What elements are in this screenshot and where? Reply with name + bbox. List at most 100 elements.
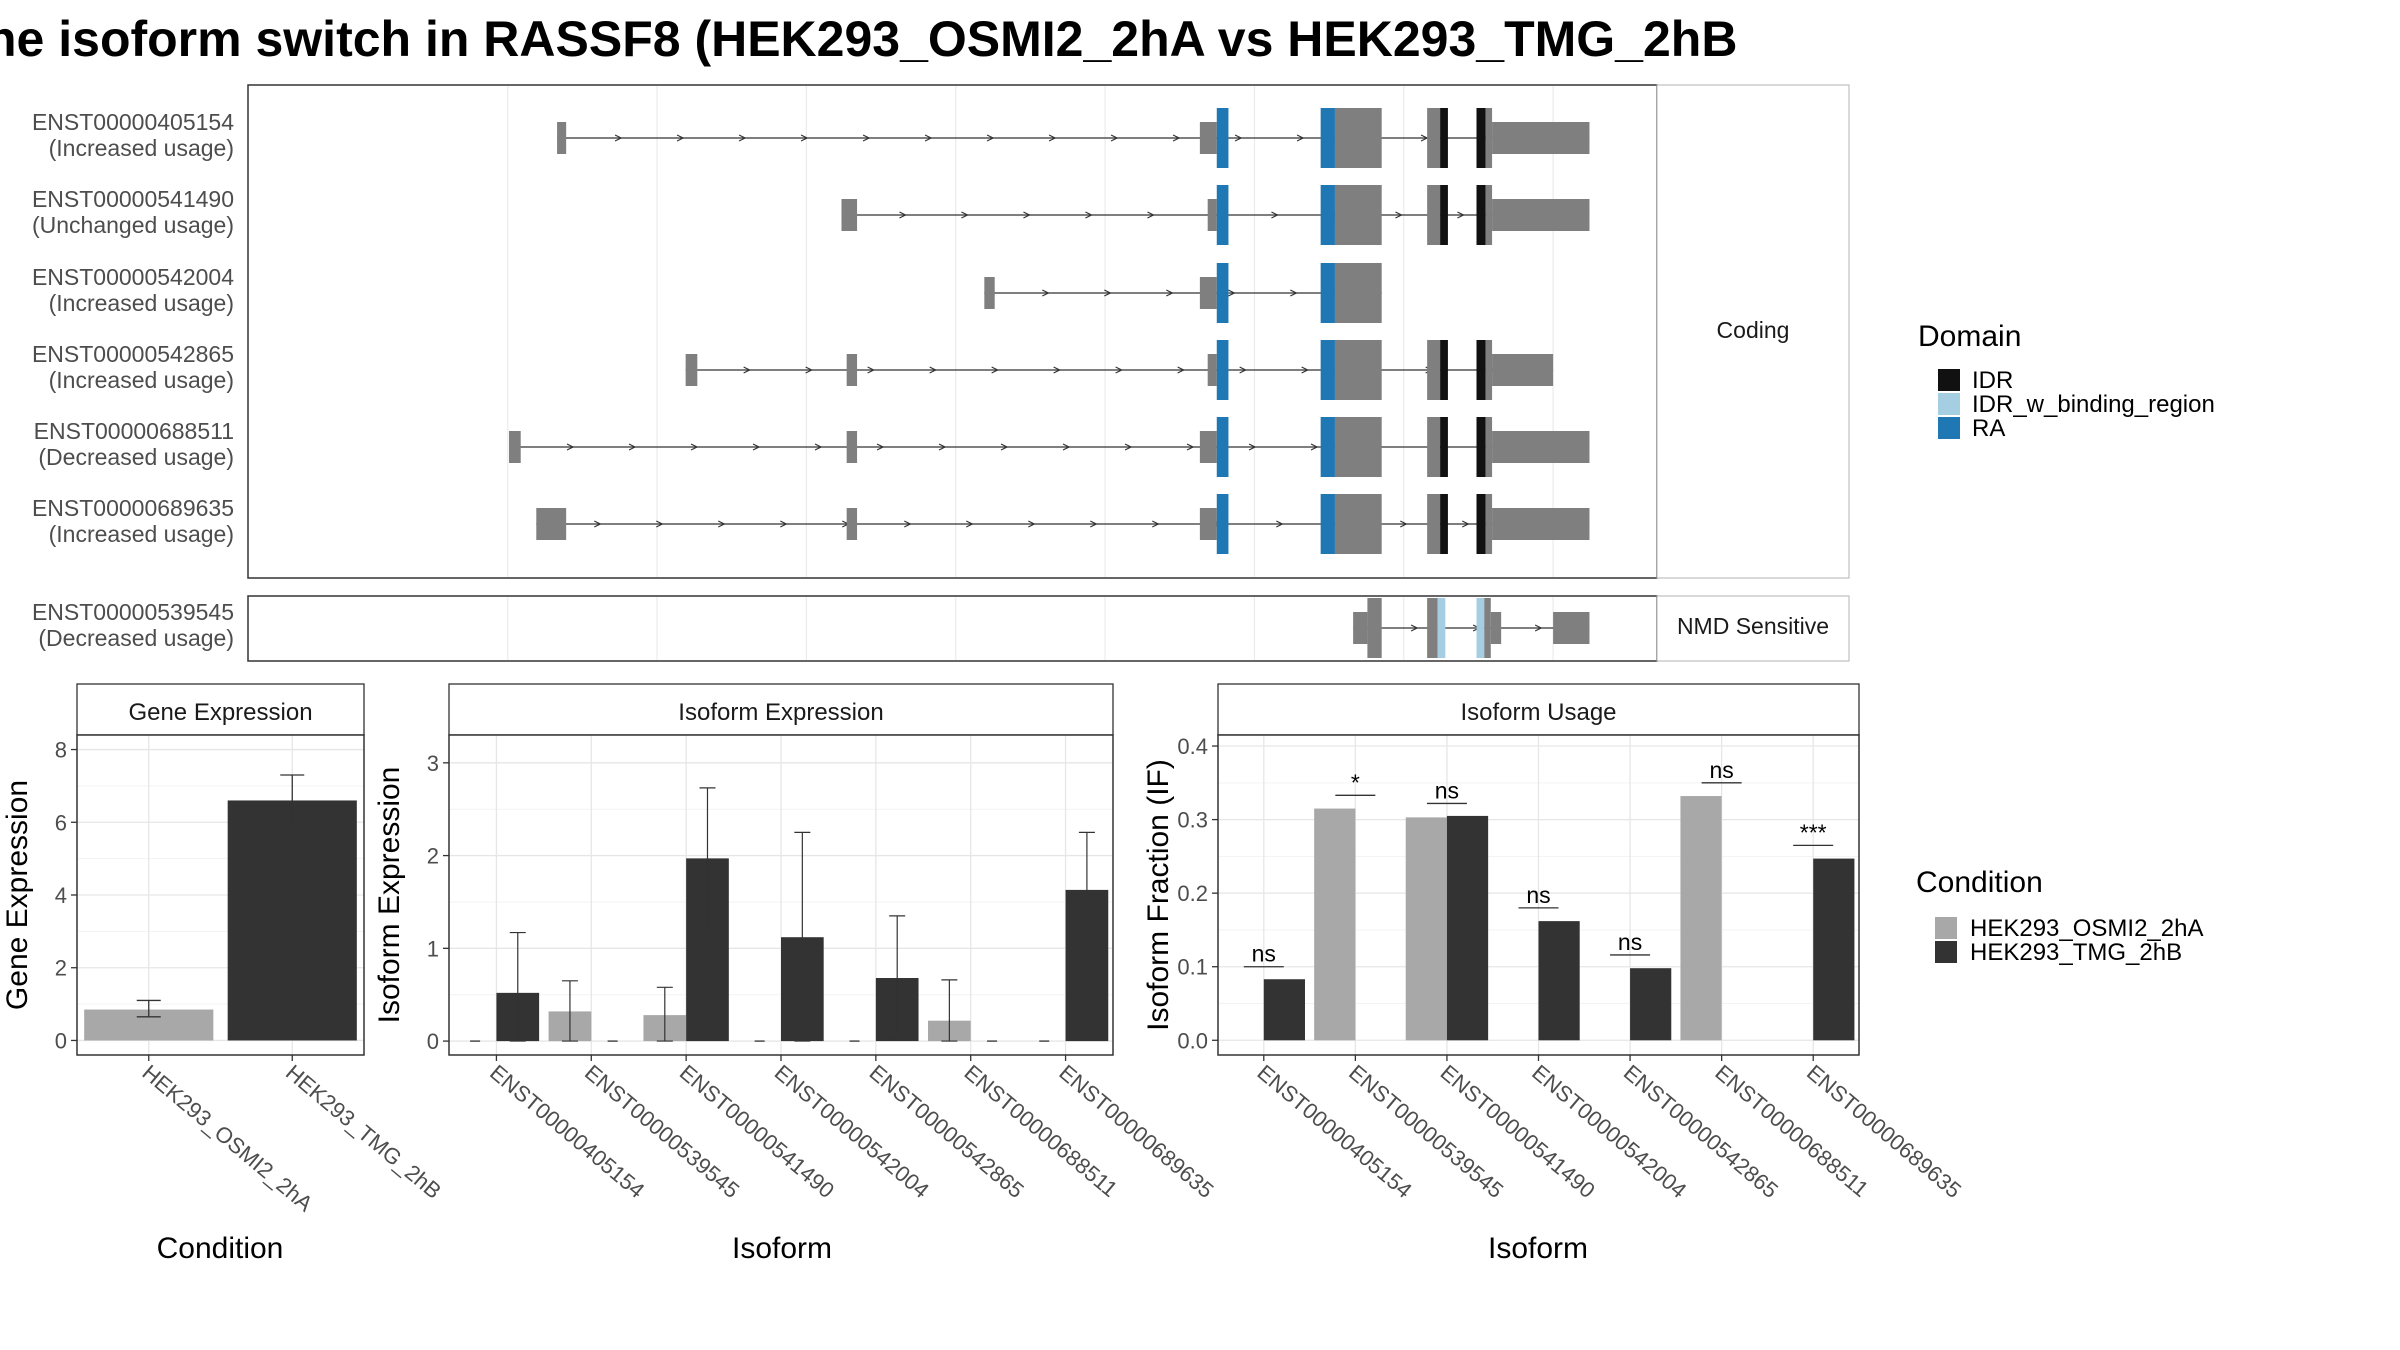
exon-block [1334, 494, 1382, 554]
domain-block-idr [1476, 417, 1486, 477]
exon-block [846, 354, 858, 386]
exon-block [1553, 612, 1590, 644]
domain-block-idr [1440, 494, 1448, 554]
strand-arrow [738, 134, 747, 142]
exon-block [1490, 612, 1502, 644]
y-axis-title: Isoform Expression [373, 767, 406, 1024]
y-tick-label: 8 [55, 738, 67, 763]
domain-legend-swatch [1938, 369, 1960, 391]
strand-arrow [1090, 520, 1098, 528]
y-tick-label: 0.3 [1177, 808, 1208, 833]
strand-arrow [1172, 134, 1181, 142]
y-tick-label: 2 [427, 844, 439, 869]
significance-label: ns [1709, 757, 1733, 783]
domain-block-idr_w_binding_region [1437, 598, 1446, 658]
condition-legend-label: HEK293_OSMI2_2hA [1970, 915, 2203, 942]
error-bar [794, 831, 811, 1042]
transcript-id: ENST00000542865 [32, 341, 234, 367]
domain-block-idr_w_binding_region [1476, 598, 1485, 658]
strand-arrow [1290, 289, 1298, 297]
strip-nmd-box [1656, 595, 1850, 662]
strand-arrow [1271, 211, 1279, 219]
error-bar [941, 979, 958, 1042]
exon-block [1492, 508, 1590, 540]
transcript-usage: (Increased usage) [49, 521, 234, 547]
y-tick-label: 3 [427, 751, 439, 776]
strand-arrow [1115, 366, 1123, 374]
significance-marker: ns [1610, 929, 1651, 956]
transcript-id: ENST00000689635 [32, 495, 234, 521]
strand-arrow [1023, 211, 1031, 219]
exon-block [1353, 612, 1368, 644]
strand-arrow [862, 134, 871, 142]
strand-arrow [566, 443, 575, 451]
exon-block [1492, 122, 1590, 154]
domain-block-ra [1320, 494, 1335, 554]
transcript-usage: (Unchanged usage) [32, 212, 234, 238]
exon-block [1484, 598, 1491, 658]
chart-title: Isoform Usage [1460, 699, 1616, 726]
strand-arrow [1234, 134, 1243, 142]
exon-block [557, 122, 567, 154]
strand-arrow [690, 443, 699, 451]
strand-arrow [1228, 289, 1236, 297]
strand-arrow [752, 443, 761, 451]
x-tick-label: ENST00000539545 [1344, 1060, 1508, 1203]
transcript-label: ENST00000405154(Increased usage) [32, 109, 234, 161]
bar [1314, 808, 1356, 1041]
significance-marker: ns [1426, 777, 1467, 805]
strand-arrow [1048, 134, 1057, 142]
plot-border [76, 734, 365, 1056]
condition-legend-swatch [1935, 917, 1957, 939]
transcript-id: ENST00000542004 [32, 264, 234, 290]
significance-marker: * [1335, 769, 1376, 796]
transcript-label: ENST00000539545(Decreased usage) [32, 599, 234, 651]
transcript-track [536, 494, 1590, 554]
transcript-usage: (Decreased usage) [38, 625, 234, 651]
bar [1446, 815, 1489, 1041]
error-bar [1078, 831, 1095, 948]
structure-gridlines [507, 86, 1554, 660]
exon-block [1485, 108, 1493, 168]
strand-arrow [876, 443, 885, 451]
transcript-tracks [509, 108, 1590, 658]
transcript-id: ENST00000539545 [32, 599, 234, 625]
strip-coding-label: Coding [1717, 317, 1790, 343]
transcript-track [509, 417, 1590, 477]
error-bar [699, 787, 716, 929]
y-tick-label: 6 [55, 810, 67, 835]
domain-legend-label: IDR [1972, 367, 2013, 394]
exon-block [1485, 185, 1493, 245]
significance-marker: ns [1243, 941, 1284, 968]
domain-block-ra [1216, 185, 1229, 245]
condition-legend-item: HEK293_TMG_2hB [1935, 939, 2182, 966]
domain-legend-item: IDR_w_binding_region [1938, 391, 2215, 418]
exon-block [1334, 417, 1382, 477]
exon-block [846, 508, 858, 540]
y-axis-title: Gene Expression [1, 780, 34, 1010]
strand-arrow [1239, 366, 1247, 374]
x-axis-title: Condition [157, 1232, 284, 1265]
strand-arrow [1410, 624, 1419, 632]
x-tick-label: ENST00000539545 [580, 1060, 744, 1203]
transcript-id: ENST00000405154 [32, 109, 234, 135]
x-tick-label: ENST00000688511 [960, 1060, 1123, 1202]
domain-block-idr [1476, 340, 1486, 400]
y-tick-label: 0 [427, 1029, 439, 1054]
transcript-label: ENST00000542004(Increased usage) [32, 264, 234, 316]
domain-legend-item: IDR [1938, 367, 2013, 394]
exon-block [1334, 108, 1382, 168]
x-axis-title: Isoform [1488, 1232, 1588, 1265]
domain-legend-title: Domain [1918, 320, 2021, 353]
x-tick-label: ENST00000689635 [1802, 1060, 1966, 1203]
strand-arrow [991, 366, 999, 374]
exon-block [1334, 263, 1382, 323]
y-tick-label: 0.0 [1177, 1028, 1208, 1053]
y-tick-label: 1 [427, 936, 439, 961]
exon-block [1334, 185, 1382, 245]
strand-arrow [867, 366, 875, 374]
chart-title: Isoform Expression [678, 699, 883, 726]
